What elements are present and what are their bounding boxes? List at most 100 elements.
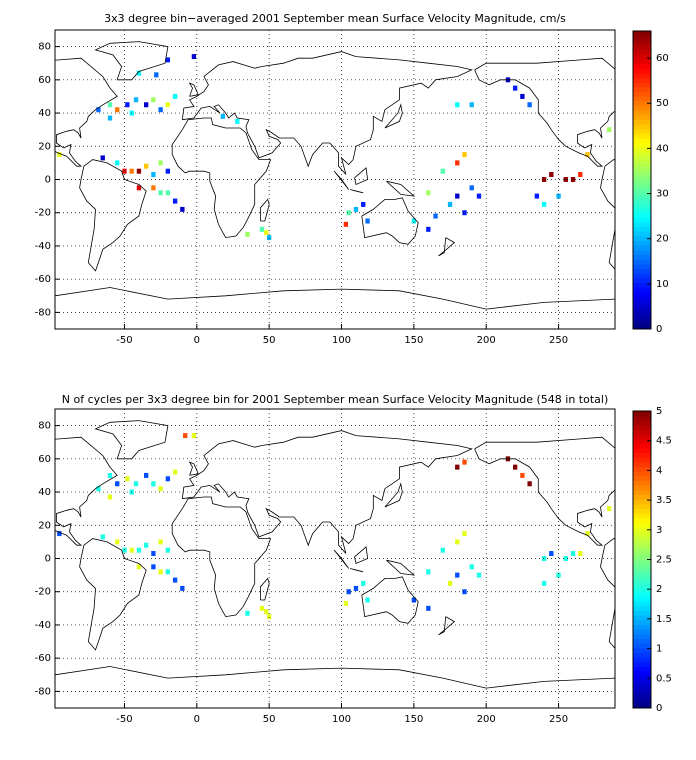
- colorbar-step: [633, 235, 651, 242]
- colorbar-step: [633, 226, 651, 232]
- colorbar-step: [633, 670, 651, 677]
- colorbar-tick-label: 40: [656, 143, 669, 154]
- bin-cell: [527, 481, 532, 487]
- bin-cell: [549, 172, 554, 178]
- x-tick-label: 0: [194, 714, 200, 725]
- colorbar-step: [633, 517, 651, 523]
- bin-cell: [143, 163, 149, 169]
- colorbar-step: [633, 652, 651, 658]
- coastline: [55, 57, 118, 167]
- colorbar-step: [633, 610, 651, 616]
- coastline: [361, 197, 419, 245]
- bin-cell: [549, 551, 554, 557]
- colorbar-step: [633, 166, 651, 172]
- bin-cell: [455, 464, 460, 470]
- colorbar-tick-label: 3.5: [656, 495, 672, 506]
- bin-cell: [455, 193, 460, 199]
- bin-cell: [541, 177, 547, 182]
- bin-cell: [235, 118, 240, 124]
- colorbar-step: [633, 152, 651, 158]
- coastline: [181, 430, 473, 554]
- bin-cell: [512, 464, 518, 470]
- bin-cell: [426, 226, 431, 232]
- colorbar-step: [633, 559, 651, 565]
- bin-cell: [426, 605, 431, 611]
- coastline: [600, 538, 615, 649]
- colorbar-step: [633, 207, 651, 214]
- coastline: [600, 159, 615, 270]
- colorbar-step: [633, 475, 651, 482]
- bin-cell: [259, 226, 265, 232]
- colorbar-box: [632, 30, 652, 330]
- plot-area: [55, 41, 615, 310]
- colorbar-step: [633, 63, 651, 69]
- colorbar-step: [633, 105, 651, 111]
- bin-cell: [266, 235, 272, 241]
- colorbar-step: [633, 596, 651, 602]
- bin-cell: [512, 85, 518, 91]
- colorbar-step: [633, 231, 651, 237]
- colorbar-tick-label: 0: [656, 703, 662, 714]
- colorbar-step: [633, 91, 651, 97]
- colorbar-step: [633, 203, 651, 209]
- bin-cell: [541, 580, 547, 586]
- bin-cell: [107, 102, 113, 108]
- colorbar-step: [633, 77, 651, 83]
- bin-cell: [122, 168, 127, 174]
- bin-cell: [455, 572, 460, 578]
- bin-cell: [136, 168, 142, 174]
- x-tick-label: 200: [477, 335, 496, 346]
- bin-cell: [343, 221, 349, 227]
- colorbar-step: [633, 245, 651, 251]
- bin-cell: [462, 589, 467, 595]
- bin-cell: [143, 102, 149, 108]
- colorbar-step: [633, 554, 651, 560]
- bin-cell: [462, 152, 467, 158]
- coastline: [188, 82, 199, 97]
- axes-box: [54, 29, 616, 330]
- colorbar-tick-label: 50: [656, 98, 669, 109]
- colorbar-step: [633, 666, 651, 672]
- colorbar-step: [633, 480, 651, 486]
- bin-cell: [578, 551, 583, 557]
- bin-cell: [264, 609, 269, 615]
- bin-cell: [578, 172, 583, 178]
- colorbar-tick-label: 10: [656, 279, 669, 290]
- y-tick-label: 60: [38, 454, 51, 465]
- bin-cell: [143, 472, 149, 478]
- bin-cell: [165, 102, 171, 108]
- bin-cell: [158, 539, 163, 545]
- colorbar-step: [633, 128, 651, 134]
- bin-cell: [165, 569, 171, 575]
- colorbar-tick-label: 1: [656, 644, 662, 655]
- bin-cell: [353, 206, 359, 212]
- colorbar-step: [633, 466, 651, 472]
- colorbar-step: [633, 582, 651, 588]
- bin-cell: [115, 481, 120, 487]
- coastline: [94, 420, 169, 460]
- coastline: [350, 568, 364, 573]
- x-tick-label: 100: [332, 335, 351, 346]
- coastline: [171, 117, 272, 239]
- bin-cell: [365, 597, 370, 603]
- colorbar-step: [633, 100, 651, 106]
- y-tick-label: 80: [38, 421, 51, 432]
- bin-cell: [462, 531, 467, 537]
- x-tick-label: 150: [404, 335, 423, 346]
- colorbar-step: [633, 411, 651, 417]
- colorbar-step: [633, 259, 651, 265]
- colorbar-tick-label: 4: [656, 465, 662, 476]
- bin-cell: [165, 168, 171, 174]
- coastline: [354, 167, 369, 186]
- colorbar-step: [633, 147, 651, 153]
- colorbar-step: [633, 175, 651, 181]
- y-tick-label: -20: [35, 208, 51, 219]
- bin-cell: [455, 102, 460, 108]
- coastline: [474, 436, 615, 546]
- coastline: [361, 576, 419, 624]
- colorbar-step: [633, 96, 651, 102]
- bin-cell: [180, 206, 185, 212]
- colorbar-step: [633, 605, 651, 612]
- coastline: [55, 287, 615, 310]
